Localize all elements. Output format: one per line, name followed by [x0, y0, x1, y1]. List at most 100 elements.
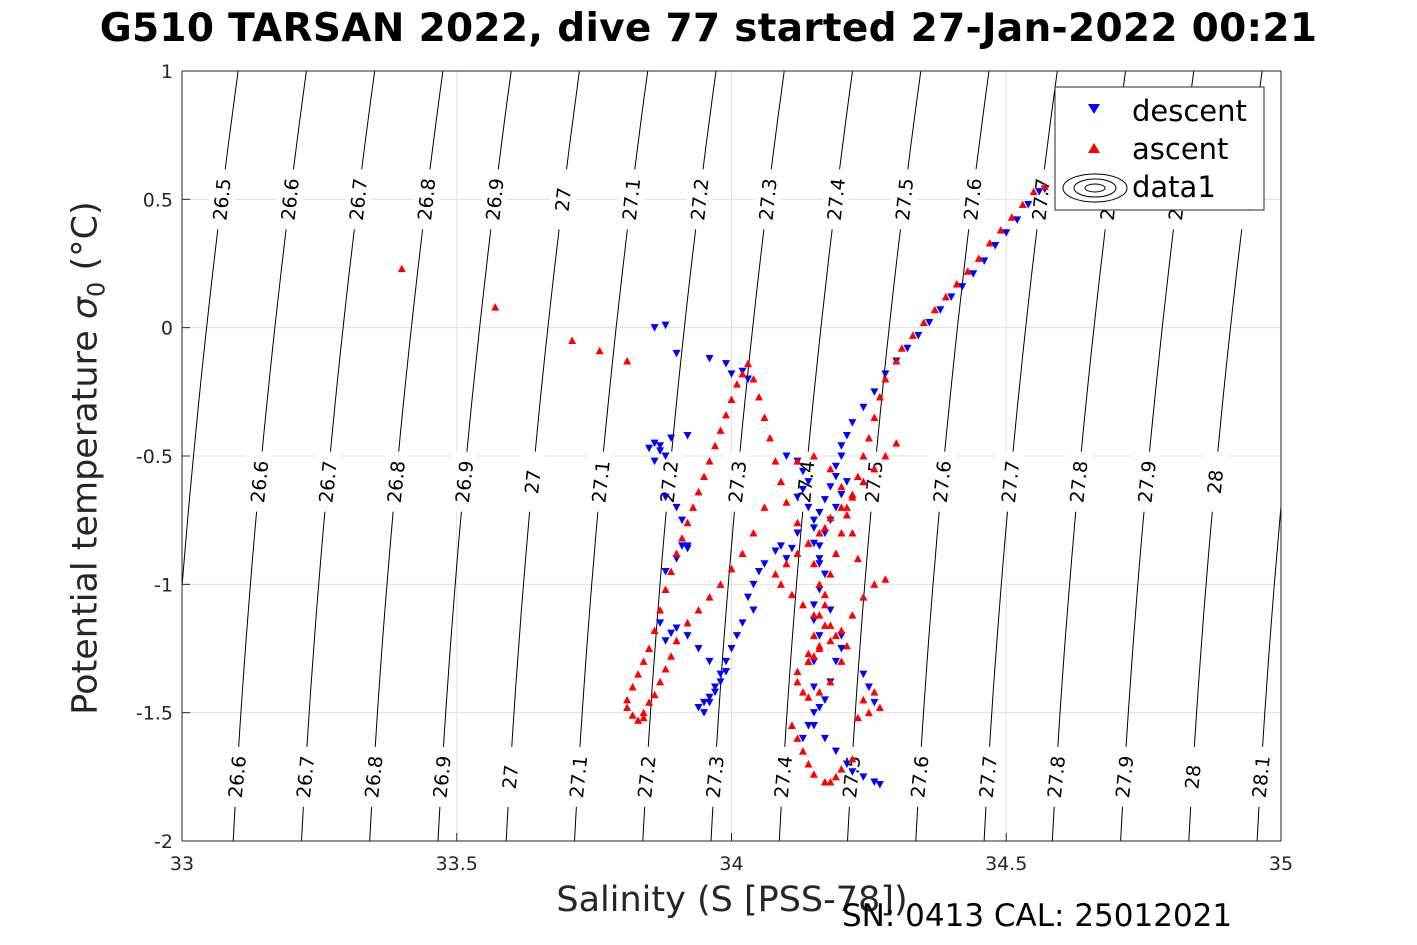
y-tick-label: 1 — [161, 61, 173, 83]
descent-point — [837, 632, 846, 640]
descent-point — [881, 370, 890, 378]
ascent-point — [815, 611, 824, 619]
ascent-point — [623, 357, 632, 365]
contour-label-bg — [481, 169, 508, 230]
ascent-point — [645, 698, 654, 706]
ascent-point — [694, 606, 703, 614]
ascent-point — [595, 346, 604, 355]
ascent-point — [974, 254, 983, 262]
ascent-point — [639, 657, 648, 665]
ascent-point — [711, 441, 720, 450]
descent-point — [809, 539, 818, 548]
contour-label: 27.7 — [1028, 177, 1054, 221]
descent-point — [683, 544, 692, 553]
ascent-point — [996, 226, 1005, 234]
contour-label: 26.6 — [247, 460, 273, 504]
x-tick-label: 33 — [170, 853, 194, 875]
ascent-point — [826, 464, 835, 473]
x-tick-label: 34 — [719, 853, 743, 875]
descent-point — [804, 503, 813, 512]
ascent-point — [853, 554, 862, 563]
ascent-point — [804, 760, 813, 768]
ascent-point — [776, 477, 785, 486]
descent-point — [859, 670, 868, 679]
ascent-point — [837, 529, 846, 537]
ascent-point — [837, 765, 846, 773]
descent-point — [815, 555, 824, 563]
ascent-point — [809, 611, 818, 619]
descent-point — [672, 503, 681, 512]
descent-point — [831, 503, 840, 512]
ascent-point — [815, 688, 824, 696]
ascent-point — [776, 580, 785, 588]
ascent-point — [738, 549, 747, 558]
contour-label: 27.3 — [703, 755, 729, 799]
descent-point — [831, 473, 840, 481]
ascent-point — [826, 677, 835, 686]
ascent-point — [716, 580, 725, 588]
descent-point — [782, 452, 791, 460]
descent-point — [656, 447, 665, 455]
y-tick-label: -1.5 — [136, 703, 173, 725]
contour-label-bg — [997, 451, 1024, 512]
y-tick-label: 0.5 — [143, 189, 173, 211]
descent-point — [903, 344, 912, 353]
ascent-point — [963, 267, 972, 275]
descent-point — [694, 645, 703, 653]
descent-point — [815, 585, 824, 594]
descent-point — [672, 349, 681, 358]
descent-point — [1013, 216, 1022, 224]
ascent-point — [875, 703, 884, 712]
ascent-point — [661, 585, 670, 593]
descent-point — [722, 668, 731, 676]
ascent-point — [848, 611, 857, 619]
contour-label: 27.8 — [1066, 460, 1092, 504]
descent-point — [837, 452, 846, 460]
contour-label: 27.7 — [998, 460, 1024, 504]
contour-label: 27 — [552, 186, 576, 212]
descent-point — [925, 319, 934, 327]
contour-label: 27.1 — [588, 460, 614, 504]
contour-label-bg — [655, 451, 682, 512]
ascent-point — [1029, 187, 1038, 196]
ascent-point — [793, 457, 802, 465]
descent-series — [645, 185, 1049, 789]
ascent-point — [985, 238, 994, 247]
descent-point — [661, 568, 670, 576]
descent-point — [667, 629, 676, 638]
descent-point — [815, 632, 824, 640]
ascent-point — [859, 695, 868, 704]
descent-point — [804, 478, 813, 486]
ascent-point — [787, 590, 796, 599]
contour-label-bg — [360, 746, 387, 807]
contour-label: 27.2 — [657, 460, 683, 504]
descent-point — [826, 606, 835, 614]
contour-label: 27.2 — [687, 177, 713, 221]
contour-label-bg — [1179, 746, 1206, 807]
descent-point — [711, 683, 720, 691]
ascent-point — [820, 590, 829, 599]
y-tick-label: 0 — [161, 318, 173, 340]
calibration-note: SN: 0413 CAL: 25012021 — [842, 898, 1233, 934]
ascent-point — [628, 683, 637, 691]
contour-label: 26.8 — [414, 177, 440, 221]
ascent-point — [881, 575, 890, 583]
contour-label-bg — [344, 169, 371, 230]
ascent-point — [793, 677, 802, 686]
descent-point — [914, 331, 923, 340]
ascent-point — [804, 657, 813, 665]
descent-point — [875, 781, 884, 789]
descent-point — [661, 452, 670, 460]
contour-label-bg — [208, 169, 235, 230]
descent-point — [700, 698, 709, 707]
chart-title: G510 TARSAN 2022, dive 77 started 27-Jan… — [99, 6, 1318, 51]
contour-label: 27.9 — [1135, 460, 1161, 504]
descent-point — [656, 619, 665, 627]
descent-point — [969, 270, 978, 278]
contour-label: 27 — [521, 469, 545, 495]
descent-point — [870, 698, 879, 707]
ascent-point — [842, 641, 851, 650]
contour-label-bg — [223, 746, 250, 807]
contour-label-bg — [1042, 746, 1069, 807]
ascent-point — [870, 413, 879, 421]
